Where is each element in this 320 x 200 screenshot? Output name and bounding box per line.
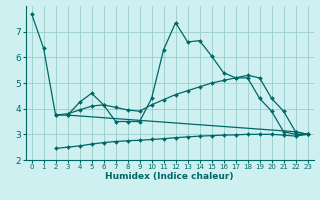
X-axis label: Humidex (Indice chaleur): Humidex (Indice chaleur): [105, 172, 234, 181]
